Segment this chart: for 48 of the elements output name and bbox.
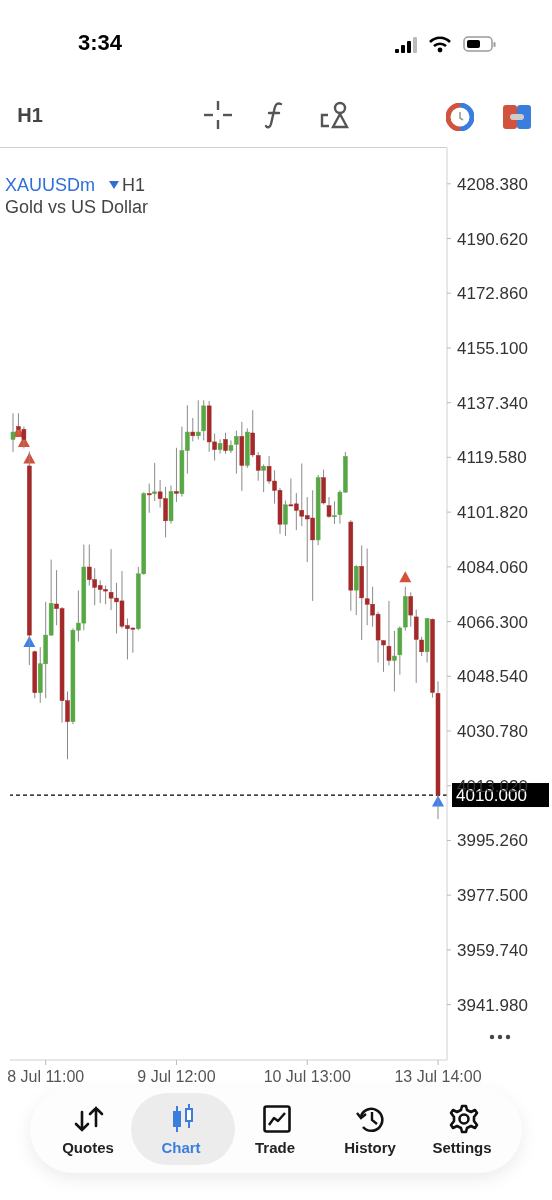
candlestick: [392, 630, 397, 692]
candlestick: [152, 462, 157, 502]
candlestick: [190, 417, 196, 442]
x-tick-label: 9 Jul 12:00: [137, 1068, 216, 1085]
candlestick: [146, 483, 152, 514]
candlestick: [261, 463, 266, 493]
y-tick-label: 3959.740: [457, 940, 528, 960]
candlestick: [354, 564, 359, 616]
candlestick: [234, 430, 239, 475]
y-tick-label: 4048.540: [457, 667, 528, 687]
y-tick-label: 4190.620: [457, 229, 528, 249]
text: Chart: [160, 1138, 202, 1157]
text: Gold vs US Dollar: [5, 196, 149, 218]
y-tick-label: 4084.060: [457, 557, 528, 577]
candlestick: [386, 600, 392, 666]
text: Trade: [254, 1138, 296, 1157]
y-tick-label: 3995.260: [457, 831, 528, 851]
y-tick-label: 3941.980: [457, 995, 528, 1015]
candlestick: [217, 438, 223, 455]
y-tick-label: 4172.860: [457, 284, 528, 304]
candlestick: [332, 500, 337, 525]
text: Settings: [431, 1138, 493, 1157]
candlestick: [196, 399, 201, 440]
text: Quotes: [61, 1138, 115, 1157]
x-tick-label: 8 Jul 11:00: [7, 1068, 85, 1085]
candlestick: [326, 496, 332, 519]
annotation: H1: [122, 174, 146, 196]
x-tick-label: 13 Jul 14:00: [394, 1068, 482, 1085]
y-tick-label: 4155.100: [457, 338, 528, 358]
point: [399, 571, 412, 583]
candlestick: [283, 499, 288, 537]
y-tick-label: 4137.340: [457, 393, 528, 413]
text: H1: [16, 103, 44, 127]
candlestick: [408, 591, 414, 628]
text: History: [343, 1138, 397, 1157]
x-tick-label: 10 Jul 13:00: [263, 1068, 351, 1085]
text: 3:34: [76, 30, 123, 56]
text: XAUUSDm: [5, 174, 96, 196]
y-tick-label: 4101.820: [457, 503, 528, 523]
candlestick: [223, 432, 228, 455]
candlestick: [174, 447, 179, 503]
y-tick-label: 3977.500: [457, 886, 528, 906]
y-tick-label: 4030.780: [457, 722, 528, 741]
candlestick: [228, 439, 234, 454]
y-tick-label: 4208.380: [457, 174, 528, 194]
y-tick-label: 4119.580: [457, 448, 527, 468]
y-tick-label: 4066.300: [457, 612, 528, 632]
candlestick: [10, 412, 16, 453]
